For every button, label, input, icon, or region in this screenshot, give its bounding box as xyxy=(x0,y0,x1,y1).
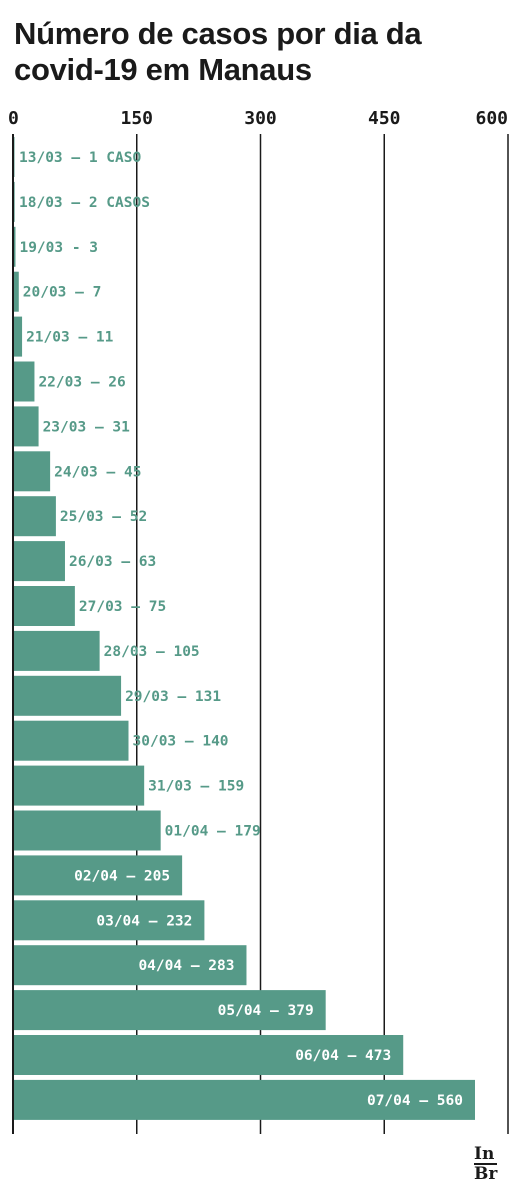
bar xyxy=(13,1035,404,1075)
bar xyxy=(13,271,19,312)
bar xyxy=(13,675,122,716)
logo-line-1: In xyxy=(474,1144,495,1164)
bar xyxy=(13,406,39,447)
bar-label: 27/03 – 75 xyxy=(79,599,166,615)
bar-label: 28/03 – 105 xyxy=(104,644,200,660)
bar-label: 05/04 – 379 xyxy=(218,1003,314,1019)
bar-label: 19/03 - 3 xyxy=(19,240,98,256)
bar-label: 26/03 – 63 xyxy=(69,554,156,570)
logo-line-2: Br xyxy=(474,1163,498,1184)
bar xyxy=(13,765,145,806)
bar xyxy=(13,1079,475,1120)
bar xyxy=(13,900,205,941)
bar xyxy=(13,541,65,582)
x-tick-label: 0 xyxy=(8,108,19,129)
bar xyxy=(13,810,161,851)
bar-label: 02/04 – 205 xyxy=(74,868,170,884)
bar xyxy=(13,586,75,626)
bar xyxy=(13,990,326,1031)
inbr-logo: In Br xyxy=(474,1146,518,1183)
bar-label: 18/03 – 2 CASOS xyxy=(19,195,150,211)
bar xyxy=(13,226,16,267)
bar-label: 24/03 – 45 xyxy=(54,464,141,480)
bar-label: 04/04 – 283 xyxy=(138,958,234,974)
bar xyxy=(13,630,100,671)
bar-label: 20/03 – 7 xyxy=(23,285,102,301)
bar-label: 23/03 – 31 xyxy=(43,419,131,435)
bar xyxy=(13,316,23,357)
bar-label: 25/03 – 52 xyxy=(60,509,147,525)
bar xyxy=(13,451,51,492)
bar-label: 01/04 – 179 xyxy=(165,824,261,840)
x-tick-label: 450 xyxy=(368,108,401,129)
x-tick-label: 600 xyxy=(475,108,508,129)
bar xyxy=(13,496,56,537)
bar xyxy=(13,361,35,402)
chart-title: Número de casos por dia da covid-19 em M… xyxy=(14,16,422,87)
bar-label: 13/03 – 1 CASO xyxy=(19,150,141,166)
bar-label: 03/04 – 232 xyxy=(96,913,192,929)
x-tick-label: 300 xyxy=(244,108,277,129)
bar xyxy=(13,945,247,986)
bar-label: 06/04 – 473 xyxy=(295,1048,391,1064)
bar-label: 21/03 – 11 xyxy=(26,330,114,346)
bar xyxy=(13,720,129,761)
bar-label: 31/03 – 159 xyxy=(148,779,244,795)
bar-label: 22/03 – 26 xyxy=(38,375,125,391)
x-tick-label: 150 xyxy=(120,108,153,129)
bar-label: 07/04 – 560 xyxy=(367,1093,463,1109)
bar-label: 29/03 – 131 xyxy=(125,689,221,705)
bar-label: 30/03 – 140 xyxy=(133,734,229,750)
bar xyxy=(13,855,183,896)
